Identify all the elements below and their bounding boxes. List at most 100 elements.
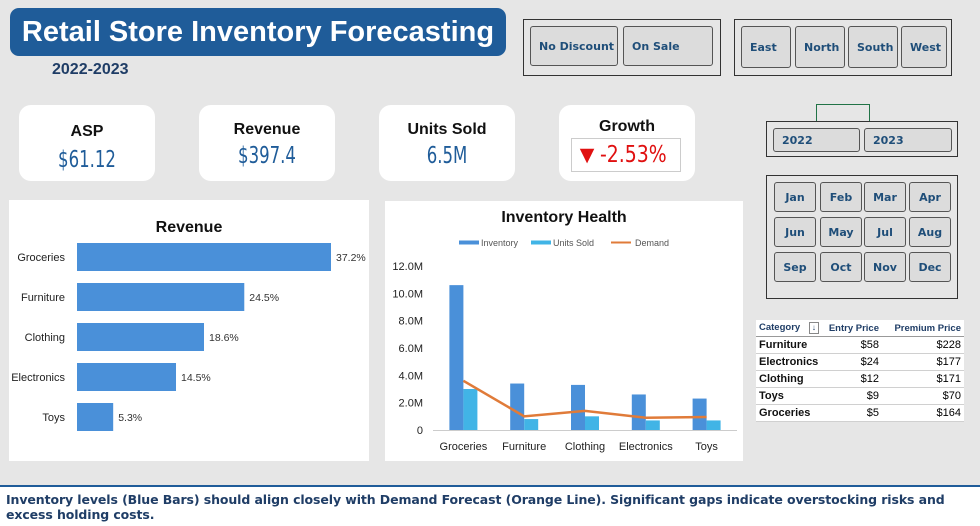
- filter-icon[interactable]: ↓: [808, 322, 819, 334]
- header-category[interactable]: Category ↓: [756, 322, 820, 334]
- bar: [77, 243, 331, 271]
- y-tick-label: 4.0M: [399, 370, 423, 382]
- bar: [77, 283, 245, 311]
- table-row: Toys $9 $70: [756, 388, 964, 405]
- slicer-item-oct[interactable]: Oct: [820, 252, 862, 282]
- kpi-revenue-label: Revenue: [233, 121, 301, 138]
- y-tick-label: 2.0M: [399, 398, 423, 410]
- slicer-item-2022[interactable]: 2022: [773, 128, 860, 152]
- bar-inventory: [571, 384, 585, 430]
- data-label: 5.3%: [118, 412, 142, 424]
- slicer-item-mar[interactable]: Mar: [864, 182, 906, 212]
- legend-label: Demand: [635, 238, 669, 248]
- y-tick-label: 8.0M: [399, 316, 423, 328]
- x-tick-label: Clothing: [565, 441, 605, 453]
- category-label: Clothing: [25, 332, 65, 344]
- slicer-item-north[interactable]: North: [795, 26, 845, 68]
- slicer-item-may[interactable]: May: [820, 217, 862, 247]
- slicer-item-dec[interactable]: Dec: [909, 252, 951, 282]
- category-label: Furniture: [21, 292, 65, 304]
- slicer-item-2023[interactable]: 2023: [864, 128, 952, 152]
- kpi-asp-value: $61.12: [58, 147, 116, 173]
- y-tick-label: 6.0M: [399, 343, 423, 355]
- data-label: 37.2%: [336, 252, 366, 264]
- inventory-chart-panel: Inventory Health Inventory Units Sold Dema…: [385, 201, 743, 461]
- year-range: 2022-2023: [52, 61, 129, 78]
- year-slicer: 2022 2023: [766, 121, 958, 157]
- kpi-growth-box: ▼ -2.53%: [571, 138, 681, 172]
- footer-note: Inventory levels (Blue Bars) should alig…: [0, 485, 980, 526]
- demand-line: [462, 379, 707, 419]
- slicer-item-on-sale[interactable]: On Sale: [623, 26, 713, 66]
- slicer-item-west[interactable]: West: [901, 26, 947, 68]
- selected-cell[interactable]: [816, 104, 870, 122]
- y-tick-label: 10.0M: [392, 288, 423, 300]
- dashboard-title: Retail Store Inventory Forecasting: [10, 8, 506, 56]
- slicer-item-apr[interactable]: Apr: [909, 182, 951, 212]
- revenue-chart-panel: Revenue Groceries 37.2% Furniture 24.5% Clot…: [9, 200, 369, 461]
- inventory-chart-title: Inventory Health: [501, 209, 627, 226]
- price-table: Category ↓ Entry Price Premium Price Fur…: [756, 320, 964, 422]
- bar-units-sold: [585, 416, 599, 430]
- legend-swatch: [459, 240, 479, 245]
- kpi-revenue-card: Revenue $397.4: [199, 105, 335, 181]
- x-tick-label: Furniture: [502, 441, 546, 453]
- slicer-item-feb[interactable]: Feb: [820, 182, 862, 212]
- kpi-growth-label: Growth: [599, 118, 655, 135]
- region-slicer: East North South West: [734, 19, 952, 76]
- table-row: Furniture $58 $228: [756, 337, 964, 354]
- kpi-units-card: Units Sold 6.5M: [379, 105, 515, 181]
- y-tick-label: 0: [417, 425, 423, 437]
- month-slicer: Jan Feb Mar Apr Jun May Jul Aug Sep Oct …: [766, 175, 958, 299]
- kpi-asp-card: ASP $61.12: [19, 105, 155, 181]
- kpi-revenue-value: $397.4: [238, 143, 296, 169]
- slicer-item-jul[interactable]: Jul: [864, 217, 906, 247]
- slicer-item-east[interactable]: East: [741, 26, 791, 68]
- slicer-item-jun[interactable]: Jun: [774, 217, 816, 247]
- bar: [77, 323, 204, 351]
- bar-inventory: [510, 383, 525, 430]
- slicer-item-no-discount[interactable]: No Discount: [530, 26, 618, 66]
- slicer-item-jan[interactable]: Jan: [774, 182, 816, 212]
- x-tick-label: Toys: [695, 441, 718, 453]
- table-row: Groceries $5 $164: [756, 405, 964, 422]
- category-label: Groceries: [17, 252, 65, 264]
- bar-inventory: [692, 398, 707, 430]
- down-arrow-icon: ▼: [579, 144, 595, 166]
- y-tick-label: 12.0M: [392, 261, 423, 273]
- kpi-units-value: 6.5M: [426, 143, 468, 169]
- slicer-item-south[interactable]: South: [848, 26, 898, 68]
- revenue-chart-title: Revenue: [155, 219, 223, 236]
- kpi-asp-label: ASP: [70, 123, 104, 140]
- kpi-growth-card: Growth ▼ -2.53%: [559, 105, 695, 181]
- data-label: 18.6%: [209, 332, 239, 344]
- bar-units-sold: [645, 420, 660, 430]
- bar-units-sold: [463, 389, 478, 430]
- legend-label: Inventory: [481, 238, 519, 248]
- header-entry-price: Entry Price: [828, 322, 879, 334]
- data-label: 24.5%: [249, 292, 279, 304]
- bar: [77, 403, 114, 431]
- category-label: Electronics: [11, 372, 65, 384]
- revenue-chart: Groceries 37.2% Furniture 24.5% Clothing 18.6…: [11, 243, 366, 431]
- bar-inventory: [631, 394, 646, 430]
- kpi-growth-value: -2.53%: [600, 142, 668, 168]
- table-row: Electronics $24 $177: [756, 354, 964, 371]
- x-tick-label: Electronics: [619, 441, 673, 453]
- kpi-units-label: Units Sold: [407, 121, 487, 138]
- inventory-chart: Inventory Units Sold Demand 0 2.0M 4.0M 6.0M 8.…: [392, 238, 737, 453]
- slicer-item-aug[interactable]: Aug: [909, 217, 951, 247]
- table-header: Category ↓ Entry Price Premium Price: [756, 320, 964, 337]
- x-tick-label: Groceries: [440, 441, 488, 453]
- category-label: Toys: [42, 412, 65, 424]
- legend-label: Units Sold: [553, 238, 594, 248]
- header-premium-price: Premium Price: [894, 322, 961, 334]
- slicer-item-sep[interactable]: Sep: [774, 252, 816, 282]
- legend-swatch: [531, 240, 551, 245]
- bar-units-sold: [706, 420, 721, 430]
- discount-slicer: No Discount On Sale: [523, 19, 721, 76]
- data-label: 14.5%: [181, 372, 211, 384]
- bar-units-sold: [524, 419, 539, 430]
- bar-inventory: [449, 285, 464, 430]
- slicer-item-nov[interactable]: Nov: [864, 252, 906, 282]
